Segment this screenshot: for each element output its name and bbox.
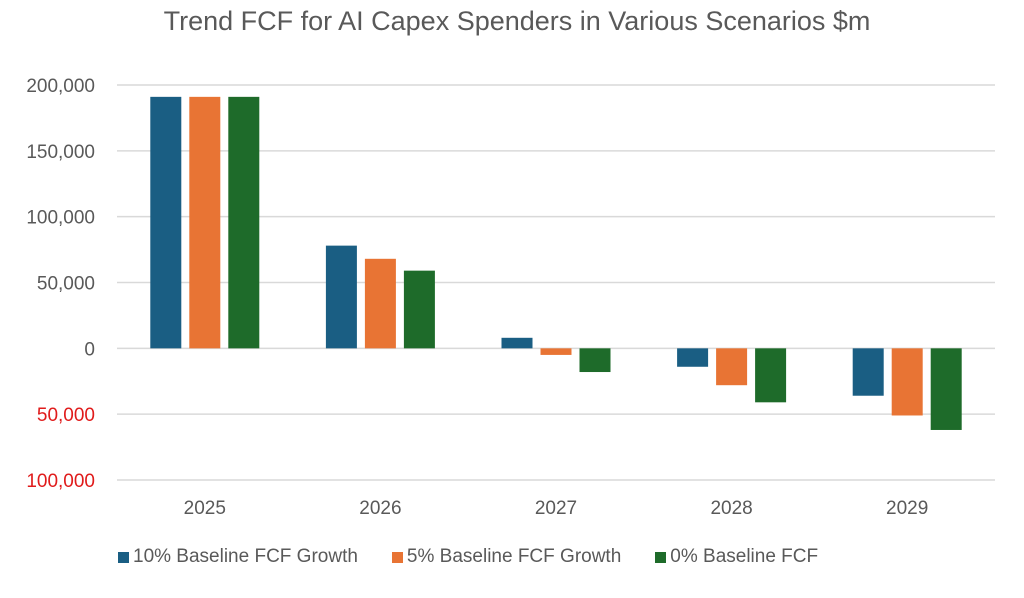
bar-0-baseline-fcf-2027 <box>579 348 611 373</box>
bar-10-baseline-fcf-growth-2027 <box>501 337 533 349</box>
x-tick-label: 2028 <box>710 498 752 519</box>
y-tick-label: 100,000 <box>26 471 95 492</box>
y-tick-label: 100,000 <box>26 208 95 229</box>
bar-10-baseline-fcf-growth-2028 <box>677 348 709 367</box>
bar-5-baseline-fcf-growth-2025 <box>189 96 221 349</box>
bar-10-baseline-fcf-growth-2026 <box>325 245 357 349</box>
bar-10-baseline-fcf-growth-2025 <box>150 96 182 349</box>
legend-item-5pct: 5% Baseline FCF Growth <box>391 546 622 568</box>
y-tick-label: 50,000 <box>37 274 95 295</box>
legend-item-10pct: 10% Baseline FCF Growth <box>118 546 358 568</box>
y-tick-label: 150,000 <box>26 142 95 163</box>
y-tick-label: 0 <box>84 339 95 360</box>
bar-10-baseline-fcf-growth-2029 <box>852 348 884 396</box>
chart-title: Trend FCF for AI Capex Spenders in Vario… <box>163 6 871 36</box>
x-tick-label: 2027 <box>535 498 577 519</box>
bar-5-baseline-fcf-growth-2028 <box>716 348 748 386</box>
x-tick-label: 2025 <box>184 498 226 519</box>
legend: 10% Baseline FCF Growth 5% Baseline FCF … <box>118 546 818 568</box>
bar-0-baseline-fcf-2028 <box>755 348 787 403</box>
bar-0-baseline-fcf-2025 <box>228 96 260 349</box>
bar-0-baseline-fcf-2026 <box>403 270 435 349</box>
y-tick-label: 50,000 <box>37 405 95 426</box>
legend-label-0pct: 0% Baseline FCF <box>670 546 819 567</box>
bar-5-baseline-fcf-growth-2029 <box>891 348 923 416</box>
y-tick-label: 200,000 <box>26 76 95 97</box>
legend-swatch-5pct <box>391 551 403 563</box>
bar-0-baseline-fcf-2029 <box>930 348 962 430</box>
legend-swatch-10pct <box>118 551 129 563</box>
legend-label-10pct: 10% Baseline FCF Growth <box>133 546 358 567</box>
bar-5-baseline-fcf-growth-2027 <box>540 348 572 355</box>
legend-swatch-0pct <box>655 551 667 563</box>
x-tick-label: 2029 <box>886 498 928 519</box>
legend-item-0pct: 0% Baseline FCF <box>655 546 818 568</box>
bar-5-baseline-fcf-growth-2026 <box>364 258 396 349</box>
x-tick-label: 2026 <box>359 498 401 519</box>
legend-label-5pct: 5% Baseline FCF Growth <box>406 546 622 567</box>
